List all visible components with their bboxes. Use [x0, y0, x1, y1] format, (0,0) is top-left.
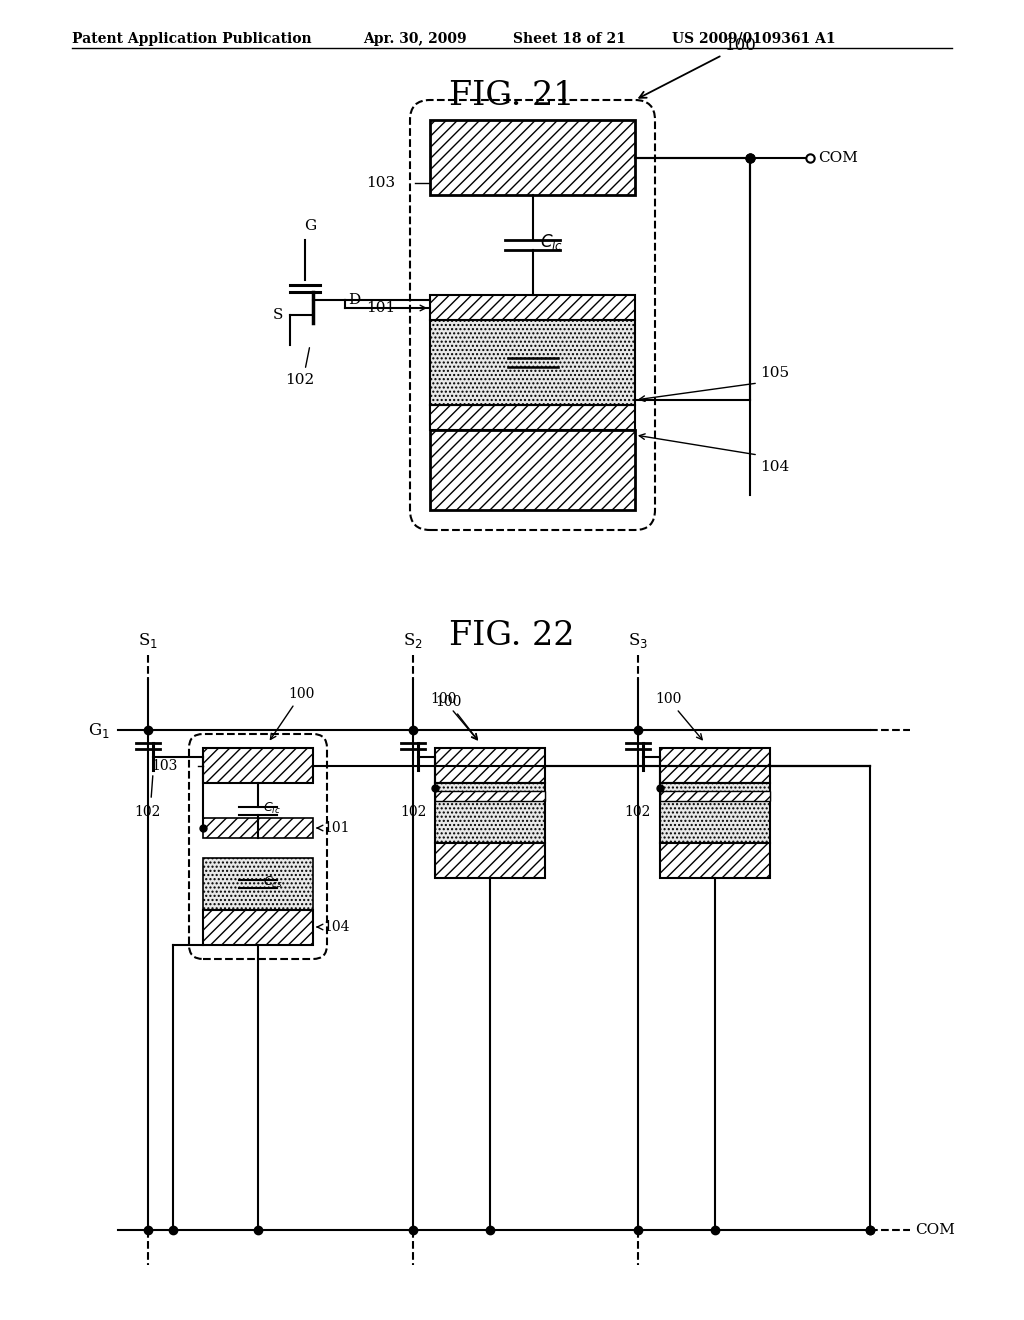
Text: $C_{lc}$: $C_{lc}$	[263, 801, 281, 816]
Bar	[435, 791, 545, 801]
Text: 102: 102	[625, 805, 651, 818]
Text: Patent Application Publication: Patent Application Publication	[72, 32, 311, 46]
Bar	[203, 818, 313, 838]
Text: Apr. 30, 2009: Apr. 30, 2009	[362, 32, 467, 46]
Bar	[435, 783, 545, 843]
Bar	[430, 319, 635, 405]
Text: 103: 103	[152, 759, 178, 774]
Bar	[660, 783, 770, 843]
Bar	[203, 748, 313, 783]
Text: 101: 101	[323, 821, 349, 836]
Text: S: S	[272, 308, 283, 322]
Text: 102: 102	[286, 374, 314, 387]
Bar	[435, 843, 545, 878]
Text: S$_3$: S$_3$	[628, 631, 648, 649]
Text: FIG. 22: FIG. 22	[450, 620, 574, 652]
Bar	[430, 430, 635, 510]
Bar	[430, 405, 635, 430]
Text: 103: 103	[366, 176, 395, 190]
Text: FIG. 21: FIG. 21	[450, 81, 574, 112]
Text: COM: COM	[915, 1224, 954, 1237]
Bar	[660, 791, 770, 801]
Text: 100: 100	[270, 686, 314, 739]
Text: 100: 100	[639, 37, 757, 98]
Bar	[660, 843, 770, 878]
Text: G: G	[304, 219, 316, 234]
Bar	[430, 120, 635, 195]
Text: Sheet 18 of 21: Sheet 18 of 21	[513, 32, 626, 46]
Bar	[660, 748, 770, 783]
Text: $C_{lc}$: $C_{lc}$	[541, 232, 563, 252]
Bar	[430, 294, 635, 319]
Text: 101: 101	[366, 301, 395, 315]
Bar	[203, 909, 313, 945]
Text: S$_1$: S$_1$	[138, 631, 158, 649]
Text: G$_1$: G$_1$	[88, 721, 110, 739]
Text: 100: 100	[435, 696, 477, 739]
Text: 102: 102	[399, 805, 426, 818]
Text: US 2009/0109361 A1: US 2009/0109361 A1	[672, 32, 836, 46]
Text: 105: 105	[760, 366, 790, 380]
Text: $C_{cs}$: $C_{cs}$	[263, 874, 283, 890]
Text: 104: 104	[323, 920, 349, 935]
Text: S$_2$: S$_2$	[403, 631, 423, 649]
Bar	[435, 748, 545, 783]
Text: COM: COM	[818, 150, 858, 165]
Bar	[203, 858, 313, 909]
Text: 102: 102	[135, 805, 161, 818]
Text: 100: 100	[430, 692, 477, 739]
Text: 104: 104	[760, 459, 790, 474]
Text: D: D	[348, 293, 360, 308]
Text: 100: 100	[655, 692, 702, 739]
